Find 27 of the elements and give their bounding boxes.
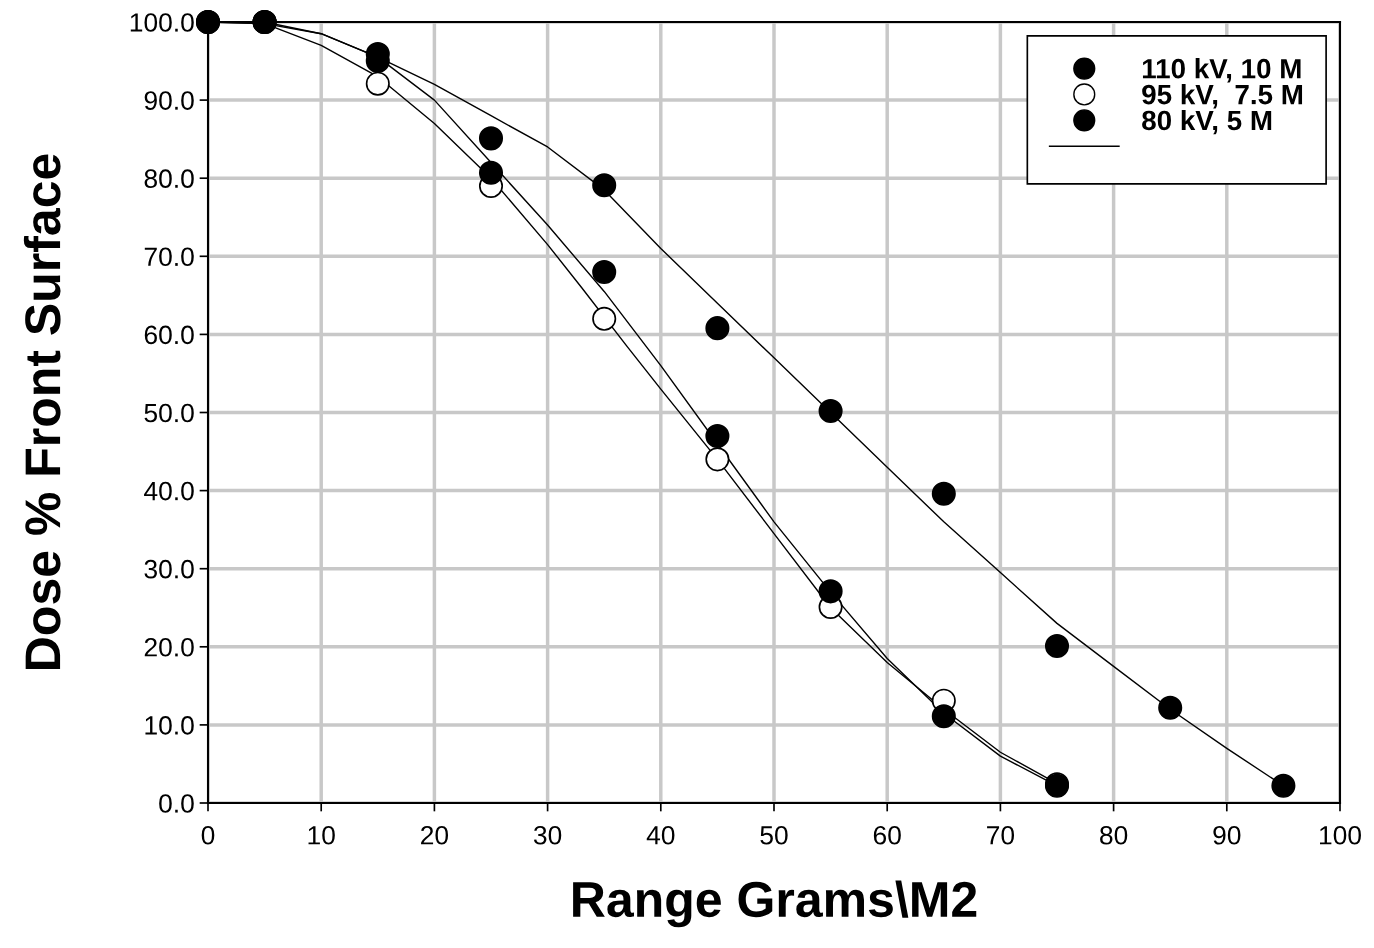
x-tick-label: 0 <box>201 825 215 845</box>
x-tick-label: 100 <box>1320 825 1361 845</box>
x-tick-label: 10 <box>308 825 335 845</box>
y-tick-label: 80.0 <box>144 169 194 189</box>
y-tick-label: 60.0 <box>144 325 194 345</box>
x-tick-label: 50 <box>760 825 788 845</box>
x-tick-label: 20 <box>421 825 449 845</box>
y-tick-label: 40.0 <box>144 481 194 501</box>
y-tick-label: 100.0 <box>130 13 194 32</box>
y-tick-label: 70.0 <box>144 247 194 267</box>
y-tick-label: 90.0 <box>144 91 194 110</box>
x-tick-label: 30 <box>533 825 562 845</box>
x-tick-label: 80 <box>1100 825 1128 845</box>
x-tick-label: 40 <box>646 825 675 845</box>
legend-label: 110 kV, 10 M <box>1142 58 1301 83</box>
y-tick-label: 10.0 <box>145 716 194 735</box>
y-tick-label: 30.0 <box>144 559 194 579</box>
x-tick-label: 70 <box>987 825 1015 845</box>
x-tick-label: 90 <box>1213 825 1241 845</box>
x-tick-label: 60 <box>873 825 901 845</box>
y-tick-label: 20.0 <box>144 637 194 657</box>
y-tick-label: 0.0 <box>159 794 194 813</box>
y-tick-label: 50.0 <box>144 403 194 423</box>
x-axis-title: Range Grams\M2 <box>573 880 977 928</box>
legend-label: 80 kV, 5 M <box>1142 109 1272 135</box>
legend-label: 95 kV, 7.5 M <box>1142 84 1303 109</box>
y-axis-title: Dose % Front Surface <box>23 154 61 669</box>
